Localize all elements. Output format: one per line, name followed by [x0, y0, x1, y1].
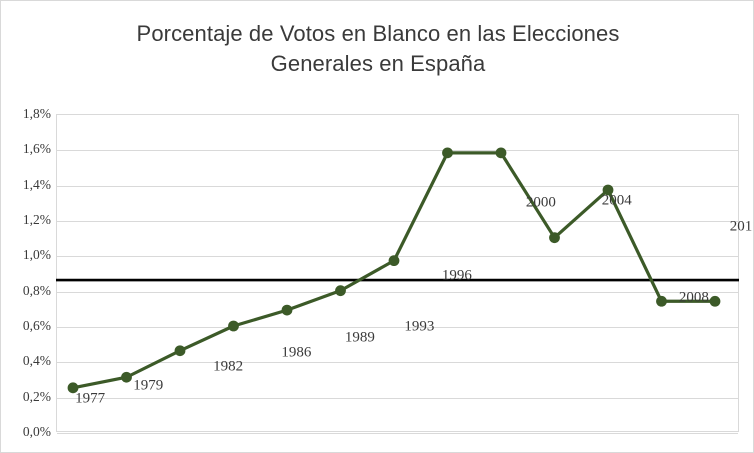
gridline [57, 221, 738, 222]
data-point-label: 1996 [441, 267, 472, 284]
data-point-label: 1989 [344, 329, 375, 346]
y-axis-tick-label: 0,4% [22, 353, 51, 369]
y-axis-labels: 1,8% 1,6% 1,4% 1,2% 1,0% 0,8% 0,6% 0,4% 0,2% 0,0% [1, 1, 51, 452]
gridline [57, 327, 738, 328]
gridline [57, 150, 738, 152]
data-point-label: 2011 [729, 218, 753, 235]
gridline [57, 256, 738, 258]
data-point-label: 1979 [133, 377, 164, 394]
gridline [57, 291, 738, 293]
data-point-label: 2004 [601, 192, 632, 209]
y-axis-tick-label: 1,4% [22, 176, 51, 192]
data-point-label: 2008 [678, 289, 709, 306]
y-axis-tick-label: 1,6% [22, 141, 51, 157]
data-point-label: 1993 [404, 318, 435, 335]
chart-title: Porcentaje de Votos en Blanco en las Ele… [136, 21, 620, 76]
y-axis-tick-label: 0,8% [22, 282, 51, 298]
y-axis-tick-label: 1,8% [22, 106, 51, 121]
y-axis-tick-label: 0,2% [22, 388, 51, 404]
y-axis-tick-label: 0,6% [22, 318, 51, 333]
data-point-label: 1977 [75, 390, 106, 407]
data-point-label: 1982 [213, 358, 244, 375]
y-axis-tick-label: 0,0% [22, 424, 51, 439]
gridline [57, 433, 738, 434]
gridline [57, 397, 738, 399]
y-axis-tick-label: 1,2% [22, 212, 51, 227]
gridline [57, 185, 738, 187]
y-axis-tick-label: 1,0% [22, 247, 51, 263]
gridline [57, 362, 738, 364]
data-point-label: 1986 [281, 344, 312, 360]
data-point-label: 2000 [525, 194, 556, 211]
